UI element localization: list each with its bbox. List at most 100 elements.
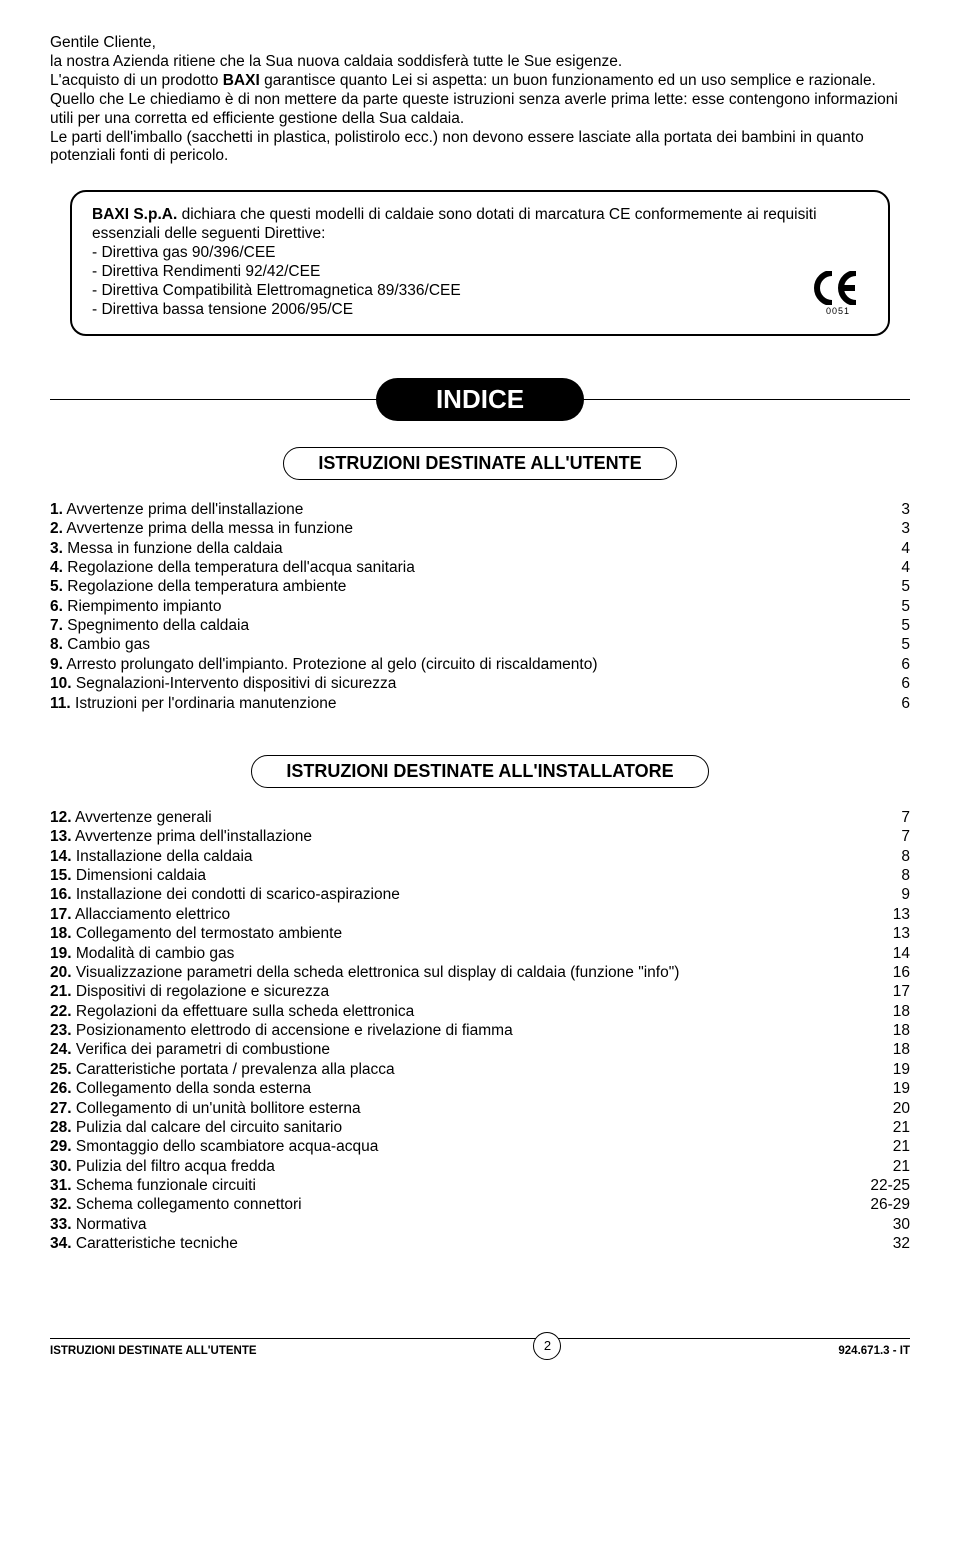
toc-page: 17: [893, 982, 910, 1001]
intro-line-2: la nostra Azienda ritiene che la Sua nuo…: [50, 53, 910, 72]
directive-4: - Direttiva bassa tensione 2006/95/CE: [92, 301, 868, 320]
ce-notice-box: BAXI S.p.A. dichiara che questi modelli …: [70, 190, 890, 335]
ce-mark-icon: [814, 271, 862, 305]
toc-row: 29. Smontaggio dello scambiatore acqua-a…: [50, 1137, 910, 1156]
toc-label: 20. Visualizzazione parametri della sche…: [50, 963, 679, 982]
toc-label: 15. Dimensioni caldaia: [50, 866, 206, 885]
page-number: 2: [533, 1332, 561, 1360]
toc-label: 1. Avvertenze prima dell'installazione: [50, 500, 303, 519]
toc-label: 19. Modalità di cambio gas: [50, 944, 234, 963]
toc-page: 5: [901, 635, 910, 654]
toc-row: 23. Posizionamento elettrodo di accensio…: [50, 1021, 910, 1040]
intro-line-4: Quello che Le chiediamo è di non mettere…: [50, 91, 910, 129]
notice-body: dichiara che questi modelli di caldaie s…: [92, 206, 817, 242]
toc-page: 16: [893, 963, 910, 982]
toc-row: 11. Istruzioni per l'ordinaria manutenzi…: [50, 694, 910, 713]
toc-page: 6: [901, 674, 910, 693]
toc-label: 33. Normativa: [50, 1215, 147, 1234]
directive-2: - Direttiva Rendimenti 92/42/CEE: [92, 263, 868, 282]
toc-row: 4. Regolazione della temperatura dell'ac…: [50, 558, 910, 577]
toc-label: 28. Pulizia dal calcare del circuito san…: [50, 1118, 342, 1137]
ce-number: 0051: [814, 306, 862, 316]
intro-line-3: L'acquisto di un prodotto BAXI garantisc…: [50, 72, 910, 91]
toc-label: 2. Avvertenze prima della messa in funzi…: [50, 519, 353, 538]
toc-page: 13: [893, 905, 910, 924]
toc-row: 9. Arresto prolungato dell'impianto. Pro…: [50, 655, 910, 674]
toc-label: 25. Caratteristiche portata / prevalenza…: [50, 1060, 395, 1079]
toc-row: 24. Verifica dei parametri di combustion…: [50, 1040, 910, 1059]
toc-label: 31. Schema funzionale circuiti: [50, 1176, 256, 1195]
indice-lozenge: INDICE: [376, 378, 584, 421]
toc-row: 12. Avvertenze generali7: [50, 808, 910, 827]
ce-mark-wrap: 0051: [814, 271, 862, 316]
toc-row: 30. Pulizia del filtro acqua fredda21: [50, 1157, 910, 1176]
brand-name: BAXI: [223, 72, 260, 89]
toc-page: 3: [901, 500, 910, 519]
toc-label: 26. Collegamento della sonda esterna: [50, 1079, 311, 1098]
toc-page: 5: [901, 616, 910, 635]
toc-label: 17. Allacciamento elettrico: [50, 905, 230, 924]
toc-page: 4: [901, 539, 910, 558]
toc-row: 31. Schema funzionale circuiti 22-25: [50, 1176, 910, 1195]
toc-page: 14: [893, 944, 910, 963]
indice-heading-row: INDICE: [50, 378, 910, 421]
toc-page: 32: [893, 1234, 910, 1253]
toc-label: 14. Installazione della caldaia: [50, 847, 253, 866]
toc-label: 30. Pulizia del filtro acqua fredda: [50, 1157, 275, 1176]
toc-page: 6: [901, 655, 910, 674]
directive-1: - Direttiva gas 90/396/CEE: [92, 244, 868, 263]
toc-page: 21: [893, 1118, 910, 1137]
toc-row: 32. Schema collegamento connettori26-29: [50, 1195, 910, 1214]
page: Gentile Cliente, la nostra Azienda ritie…: [0, 0, 960, 1316]
toc-page: 5: [901, 577, 910, 596]
toc-page: 30: [893, 1215, 910, 1234]
toc-row: 34. Caratteristiche tecniche 32: [50, 1234, 910, 1253]
toc-row: 27. Collegamento di un'unità bollitore e…: [50, 1099, 910, 1118]
toc-label: 8. Cambio gas: [50, 635, 150, 654]
user-section-lozenge: ISTRUZIONI DESTINATE ALL'UTENTE: [283, 447, 676, 480]
toc-installer: 12. Avvertenze generali713. Avvertenze p…: [50, 808, 910, 1254]
toc-row: 15. Dimensioni caldaia8: [50, 866, 910, 885]
toc-label: 13. Avvertenze prima dell'installazione: [50, 827, 312, 846]
company-name: BAXI S.p.A.: [92, 206, 177, 223]
toc-row: 13. Avvertenze prima dell'installazione7: [50, 827, 910, 846]
toc-label: 34. Caratteristiche tecniche: [50, 1234, 238, 1253]
toc-row: 3. Messa in funzione della caldaia4: [50, 539, 910, 558]
toc-row: 18. Collegamento del termostato ambiente…: [50, 924, 910, 943]
toc-row: 33. Normativa 30: [50, 1215, 910, 1234]
footer-left: ISTRUZIONI DESTINATE ALL'UTENTE: [50, 1345, 257, 1357]
toc-page: 19: [893, 1079, 910, 1098]
toc-page: 9: [901, 885, 910, 904]
toc-label: 7. Spegnimento della caldaia: [50, 616, 249, 635]
toc-row: 1. Avvertenze prima dell'installazione 3: [50, 500, 910, 519]
toc-label: 18. Collegamento del termostato ambiente: [50, 924, 342, 943]
section-heading-installer: ISTRUZIONI DESTINATE ALL'INSTALLATORE: [50, 755, 910, 788]
toc-row: 19. Modalità di cambio gas 14: [50, 944, 910, 963]
toc-label: 5. Regolazione della temperatura ambient…: [50, 577, 346, 596]
toc-label: 29. Smontaggio dello scambiatore acqua-a…: [50, 1137, 378, 1156]
intro-block: Gentile Cliente, la nostra Azienda ritie…: [50, 34, 910, 166]
toc-label: 9. Arresto prolungato dell'impianto. Pro…: [50, 655, 597, 674]
toc-row: 17. Allacciamento elettrico 13: [50, 905, 910, 924]
toc-label: 10. Segnalazioni-Intervento dispositivi …: [50, 674, 396, 693]
footer: ISTRUZIONI DESTINATE ALL'UTENTE 2 924.67…: [0, 1338, 960, 1361]
directive-3: - Direttiva Compatibilità Elettromagneti…: [92, 282, 868, 301]
toc-page: 6: [901, 694, 910, 713]
toc-label: 27. Collegamento di un'unità bollitore e…: [50, 1099, 361, 1118]
toc-row: 6. Riempimento impianto5: [50, 597, 910, 616]
intro-line-5: Le parti dell'imballo (sacchetti in plas…: [50, 129, 910, 167]
toc-page: 8: [901, 847, 910, 866]
section-heading-user: ISTRUZIONI DESTINATE ALL'UTENTE: [50, 447, 910, 480]
toc-row: 28. Pulizia dal calcare del circuito san…: [50, 1118, 910, 1137]
toc-label: 24. Verifica dei parametri di combustion…: [50, 1040, 330, 1059]
toc-label: 32. Schema collegamento connettori: [50, 1195, 302, 1214]
toc-label: 4. Regolazione della temperatura dell'ac…: [50, 558, 415, 577]
toc-page: 3: [901, 519, 910, 538]
toc-row: 8. Cambio gas 5: [50, 635, 910, 654]
footer-right: 924.671.3 - IT: [838, 1345, 910, 1357]
toc-page: 18: [893, 1002, 910, 1021]
toc-page: 22-25: [870, 1176, 910, 1195]
toc-row: 22. Regolazioni da effettuare sulla sche…: [50, 1002, 910, 1021]
toc-row: 7. Spegnimento della caldaia 5: [50, 616, 910, 635]
toc-row: 16. Installazione dei condotti di scaric…: [50, 885, 910, 904]
